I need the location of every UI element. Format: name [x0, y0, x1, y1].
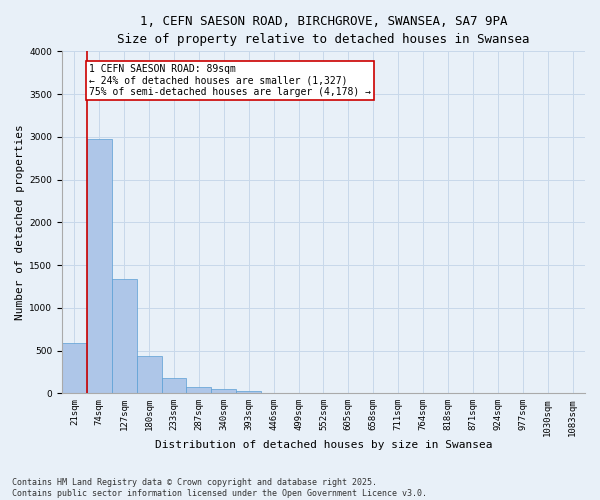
Bar — [62, 343, 87, 394]
Y-axis label: Number of detached properties: Number of detached properties — [15, 124, 25, 320]
Text: 1 CEFN SAESON ROAD: 89sqm
← 24% of detached houses are smaller (1,327)
75% of se: 1 CEFN SAESON ROAD: 89sqm ← 24% of detac… — [89, 64, 371, 98]
Title: 1, CEFN SAESON ROAD, BIRCHGROVE, SWANSEA, SA7 9PA
Size of property relative to d: 1, CEFN SAESON ROAD, BIRCHGROVE, SWANSEA… — [117, 15, 530, 46]
Text: Contains HM Land Registry data © Crown copyright and database right 2025.
Contai: Contains HM Land Registry data © Crown c… — [12, 478, 427, 498]
X-axis label: Distribution of detached houses by size in Swansea: Distribution of detached houses by size … — [155, 440, 492, 450]
Bar — [112, 279, 137, 394]
Bar — [137, 356, 161, 394]
Bar — [87, 138, 112, 394]
Bar — [211, 390, 236, 394]
Bar — [161, 378, 187, 394]
Bar — [187, 388, 211, 394]
Bar — [236, 391, 261, 394]
